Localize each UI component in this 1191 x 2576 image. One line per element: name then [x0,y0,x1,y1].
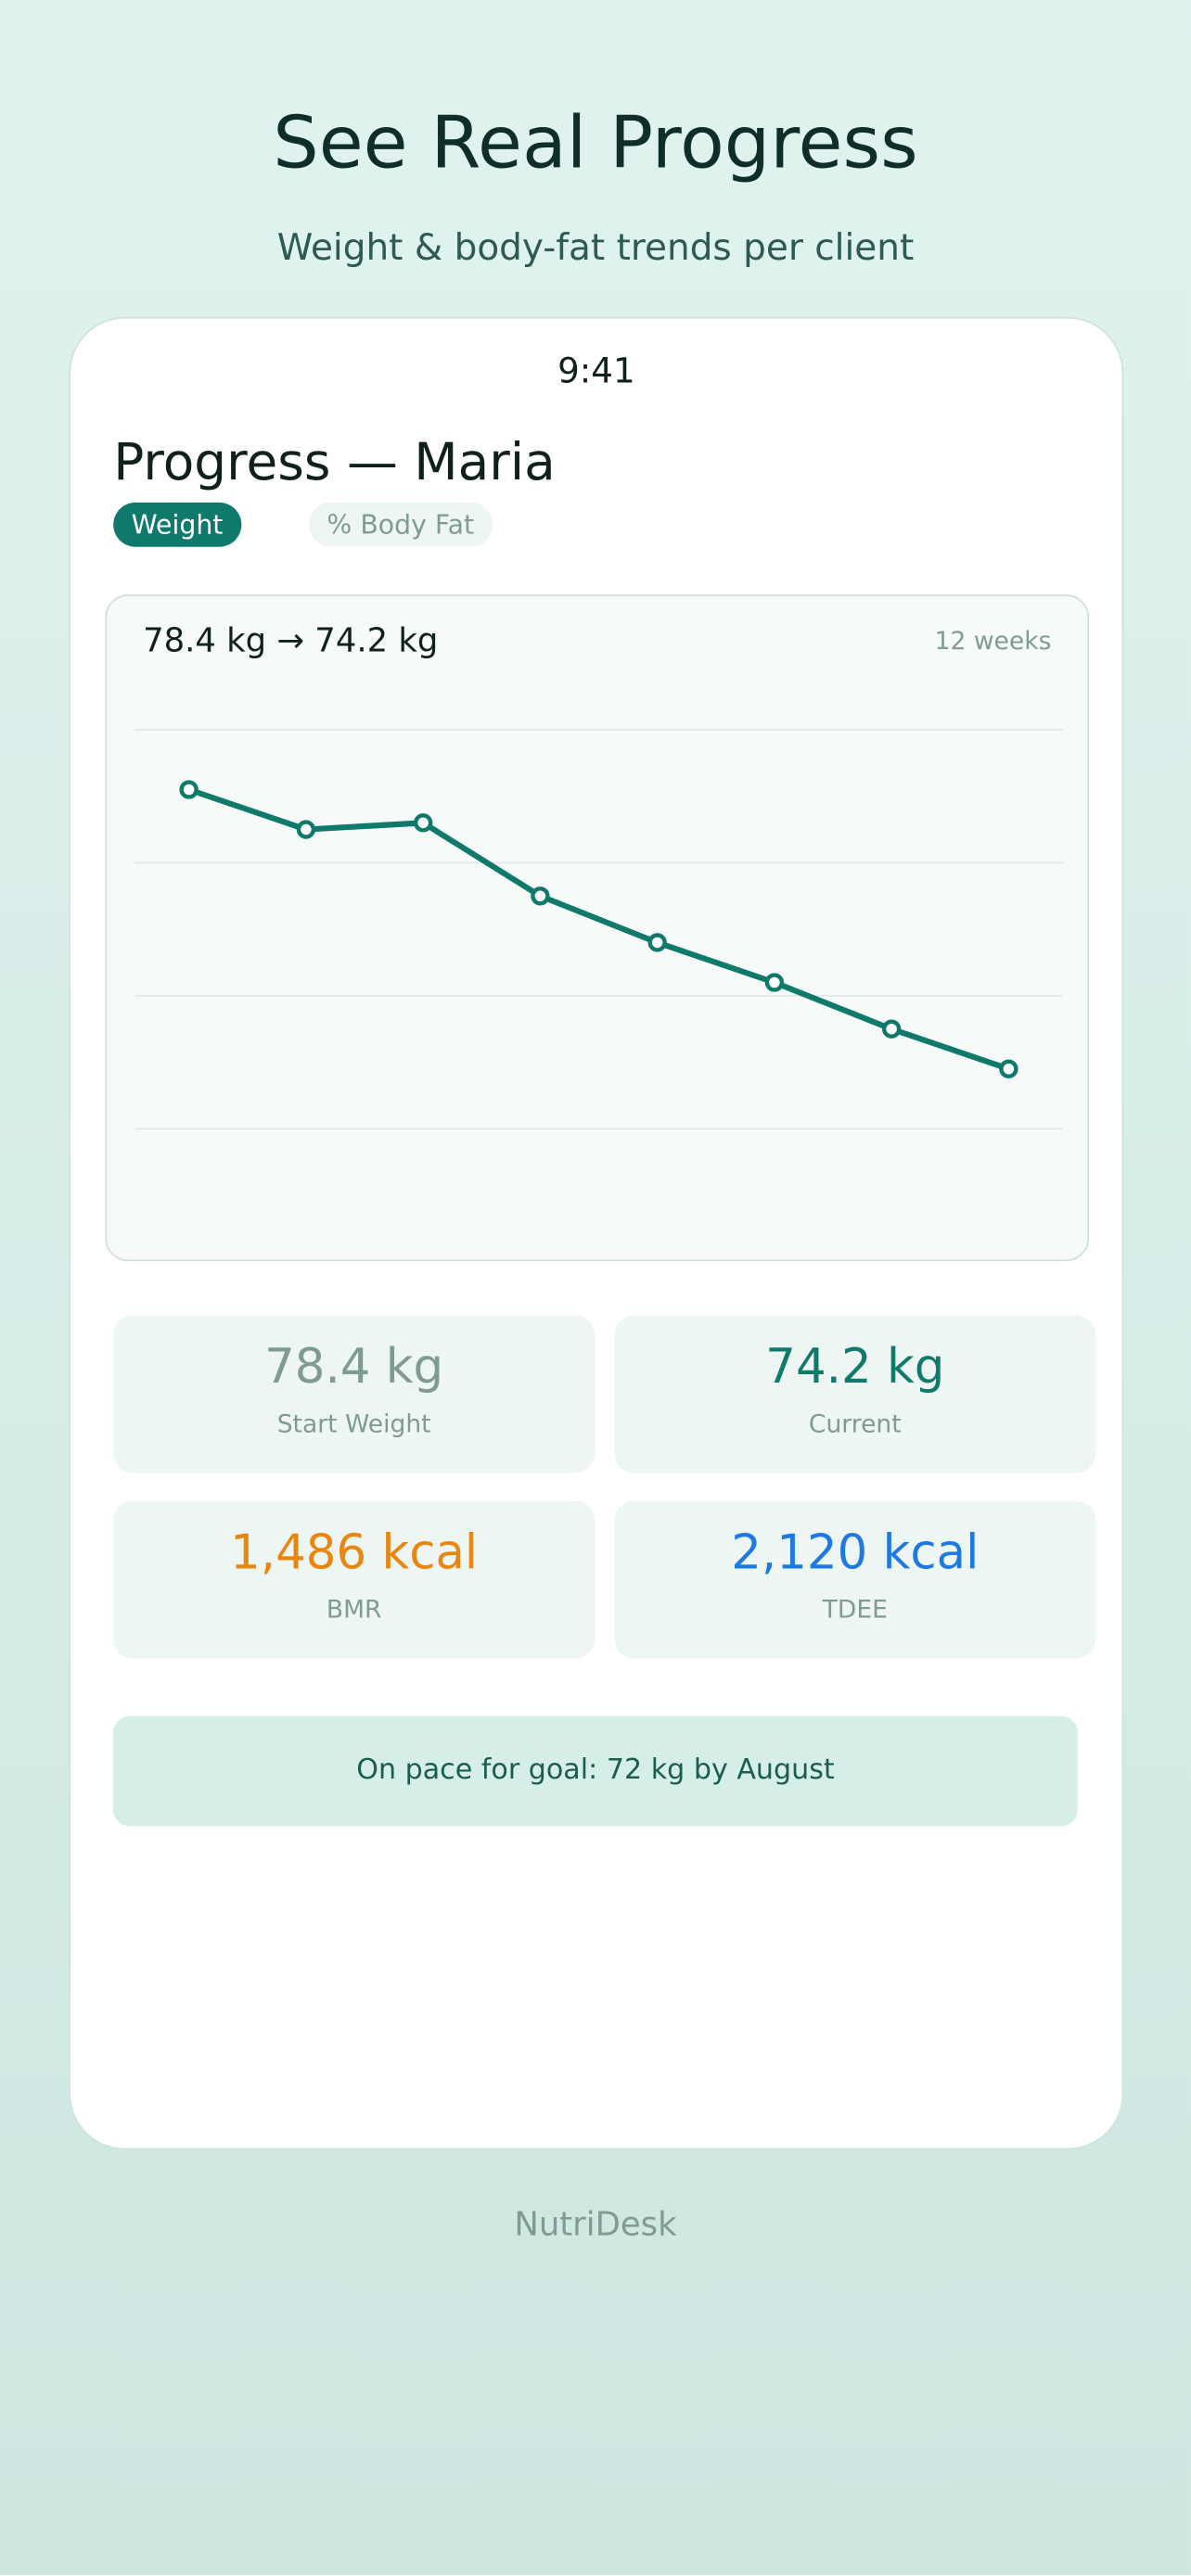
stat-value: 74.2 kg [765,1338,945,1395]
stat-value: 2,120 kcal [731,1524,980,1580]
stat-card: 78.4 kg Start Weight [113,1315,596,1473]
stat-label: TDEE [822,1594,888,1625]
stat-card: 1,486 kcal BMR [113,1500,596,1659]
brand: NutriDesk [514,2203,677,2244]
subheadline: Weight & body-fat trends per client [276,228,915,270]
point [296,820,316,839]
stat-label: Start Weight [276,1409,431,1439]
screen-title: Progress — Maria [113,433,556,493]
point [647,933,667,952]
point [881,1019,902,1039]
tab[interactable]: Weight [113,502,241,547]
stat-card: 2,120 kcal TDEE [614,1500,1096,1659]
status-time: 9:41 [557,351,635,391]
stat-card: 74.2 kg Current [614,1315,1096,1473]
phone-screen: 9:41 Progress — Maria Weight % Body Fat … [69,316,1124,2150]
stat-label: BMR [326,1594,382,1625]
chart-period: 12 weeks [935,627,1052,656]
chart-title: 78.4 kg → 74.2 kg [143,621,438,659]
point [531,886,550,906]
point [764,973,785,992]
goal-banner: On pace for goal: 72 kg by August [113,1715,1078,1827]
stat-value: 78.4 kg [264,1338,444,1395]
chart: 78.4 kg → 74.2 kg 12 weeks [134,621,1063,1130]
headline: See Real Progress [273,101,918,186]
tab[interactable]: % Body Fat [308,502,493,547]
point [179,780,198,799]
line [187,786,1010,1072]
point [999,1059,1018,1078]
stat-label: Current [808,1409,902,1439]
chart-card: 78.4 kg → 74.2 kg 12 weeks [105,594,1090,1262]
stat-value: 1,486 kcal [230,1524,479,1580]
point [413,813,433,833]
